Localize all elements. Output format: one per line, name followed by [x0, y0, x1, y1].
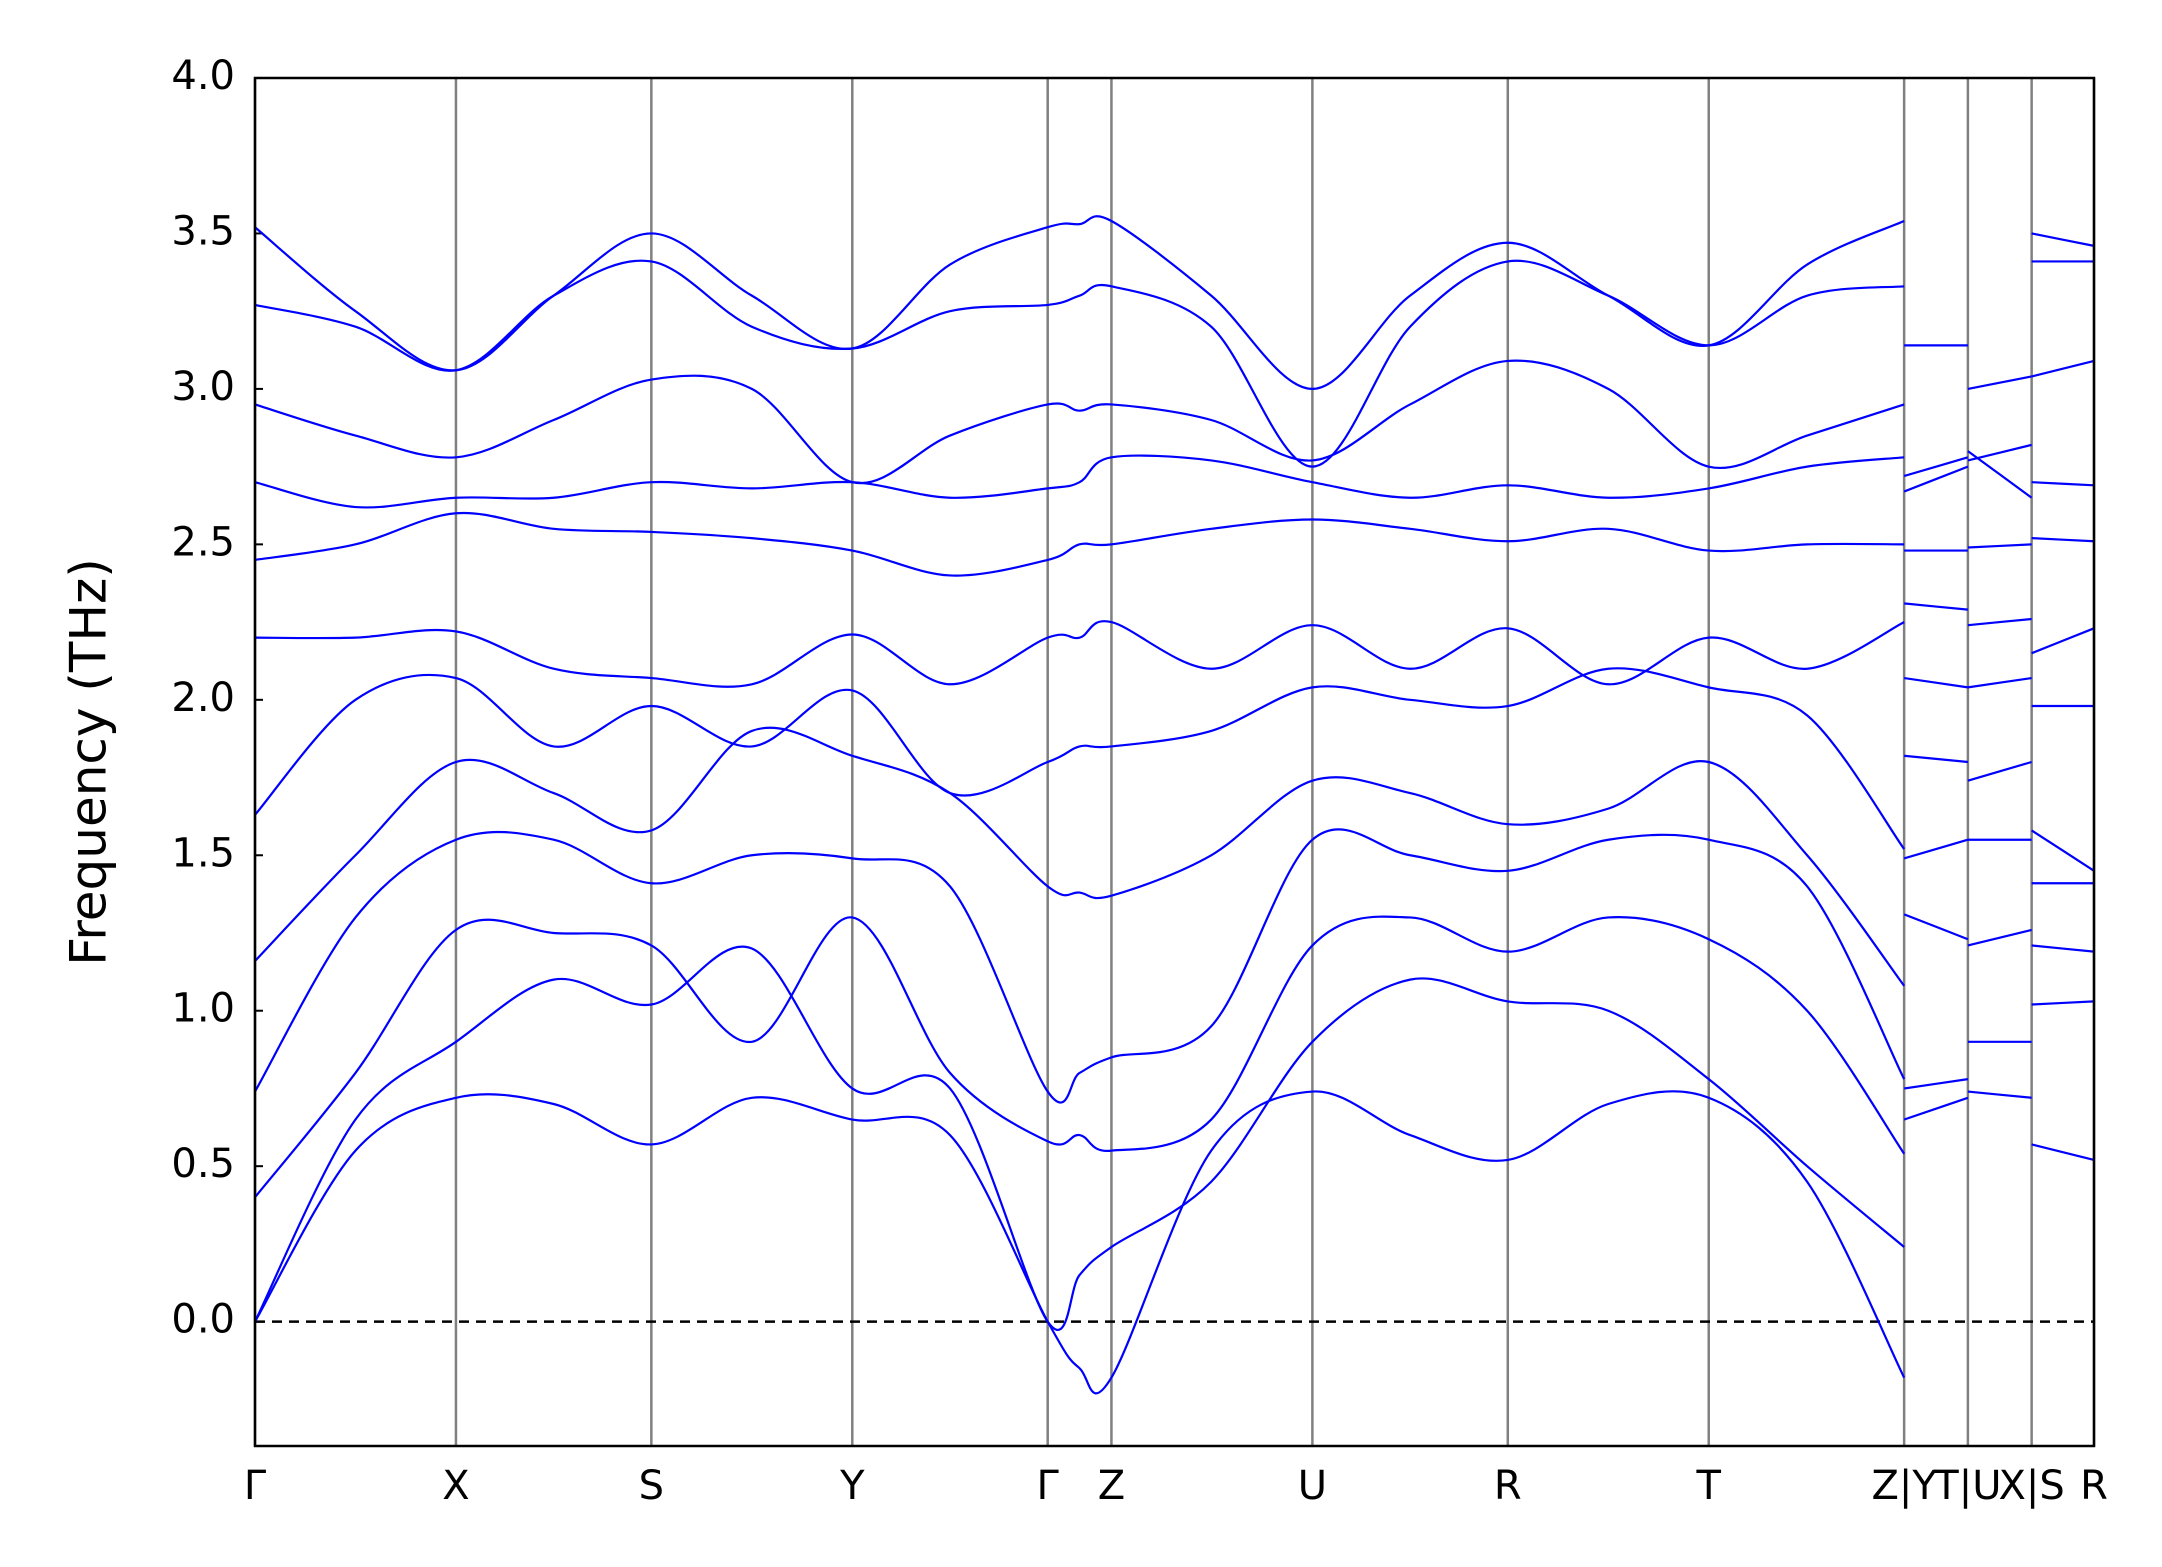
band-line — [254, 828, 2094, 1104]
x-tick-label: Y — [839, 1463, 865, 1509]
band-line — [254, 259, 2094, 468]
x-tick-label: Γ — [1037, 1463, 1060, 1509]
y-axis-label: Frequency (THz) — [60, 558, 118, 966]
x-tick-label: U — [1298, 1463, 1327, 1509]
x-tick-label: T|U — [1933, 1463, 2001, 1509]
band-line — [254, 913, 2095, 1198]
bands — [254, 215, 2095, 1395]
x-tick-label: Γ — [244, 1463, 267, 1509]
x-tick-label: T — [1696, 1463, 1722, 1509]
band-line — [254, 443, 2095, 509]
band-line — [254, 945, 2095, 1332]
x-tick-label: R — [2080, 1463, 2108, 1509]
band-line — [254, 602, 2095, 688]
band-line — [254, 1090, 2095, 1395]
band-line — [254, 359, 2095, 499]
x-tick-label: X|S — [1998, 1463, 2064, 1509]
y-tick-label: 4.0 — [171, 53, 235, 99]
x-tick-label: S — [639, 1463, 664, 1509]
y-tick-label: 3.5 — [171, 208, 235, 254]
band-line — [254, 215, 2095, 391]
band-line — [254, 511, 2095, 577]
x-tick-label: R — [1494, 1463, 1522, 1509]
band-line — [254, 726, 2095, 987]
plot-frame — [253, 76, 2096, 1448]
y-tick-label: 2.5 — [171, 519, 235, 565]
x-tick-label: Z|Y — [1871, 1463, 1937, 1509]
band-line — [254, 667, 2094, 850]
y-tick-label: 3.0 — [171, 364, 235, 410]
y-tick-label: 1.5 — [171, 830, 235, 876]
y-tick-label: 0.0 — [171, 1297, 235, 1343]
y-tick-label: 0.5 — [171, 1141, 235, 1187]
x-tick-label: Z — [1098, 1463, 1125, 1509]
x-tick-label: X — [442, 1463, 469, 1509]
y-tick-label: 1.0 — [171, 986, 235, 1032]
y-tick-label: 2.0 — [171, 675, 235, 721]
